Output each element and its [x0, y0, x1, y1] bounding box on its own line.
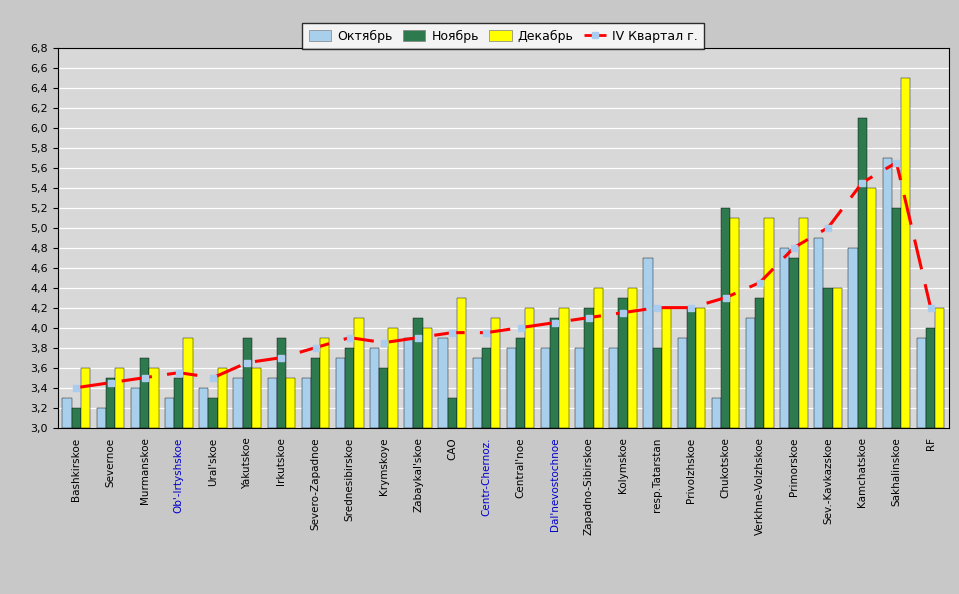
Bar	[526, 308, 534, 428]
Bar	[584, 308, 594, 428]
Bar	[609, 347, 619, 428]
Bar	[867, 188, 877, 428]
Bar	[354, 318, 363, 428]
Bar	[814, 238, 824, 428]
Bar	[448, 397, 456, 428]
Bar	[320, 337, 329, 428]
Bar	[423, 328, 432, 428]
Bar	[481, 347, 491, 428]
Bar	[857, 118, 867, 428]
Bar	[150, 368, 158, 428]
Bar	[72, 407, 81, 428]
Bar	[491, 318, 501, 428]
Bar	[370, 347, 379, 428]
Bar	[575, 347, 584, 428]
Bar	[678, 337, 687, 428]
Bar	[473, 358, 481, 428]
Bar	[764, 217, 774, 428]
Bar	[824, 287, 832, 428]
Bar	[746, 318, 755, 428]
Bar	[696, 308, 705, 428]
Bar	[243, 337, 252, 428]
Bar	[662, 308, 671, 428]
Bar	[935, 308, 945, 428]
Bar	[516, 337, 526, 428]
Bar	[183, 337, 193, 428]
Bar	[730, 217, 739, 428]
Legend: Октябрь, Ноябрь, Декабрь, IV Квартал г.: Октябрь, Ноябрь, Декабрь, IV Квартал г.	[302, 23, 705, 49]
Bar	[81, 368, 90, 428]
Bar	[721, 207, 730, 428]
Bar	[628, 287, 637, 428]
Bar	[789, 258, 799, 428]
Bar	[799, 217, 807, 428]
Bar	[218, 368, 227, 428]
Bar	[456, 298, 466, 428]
Bar	[926, 328, 935, 428]
Bar	[165, 397, 175, 428]
Bar	[901, 78, 910, 428]
Bar	[559, 308, 569, 428]
Bar	[105, 378, 115, 428]
Bar	[286, 378, 295, 428]
Bar	[311, 358, 320, 428]
Bar	[619, 298, 628, 428]
Bar	[62, 397, 72, 428]
Bar	[541, 347, 550, 428]
Bar	[653, 347, 662, 428]
Bar	[199, 388, 208, 428]
Bar	[594, 287, 603, 428]
Bar	[97, 407, 105, 428]
Bar	[849, 248, 857, 428]
Bar	[130, 388, 140, 428]
Bar	[175, 378, 183, 428]
Bar	[233, 378, 243, 428]
Bar	[643, 258, 653, 428]
Bar	[550, 318, 559, 428]
Bar	[345, 347, 354, 428]
Bar	[755, 298, 764, 428]
Bar	[302, 378, 311, 428]
Bar	[413, 318, 423, 428]
Bar	[252, 368, 261, 428]
Bar	[336, 358, 345, 428]
Bar	[506, 347, 516, 428]
Bar	[780, 248, 789, 428]
Bar	[917, 337, 926, 428]
Bar	[712, 397, 721, 428]
Bar	[268, 378, 277, 428]
Bar	[208, 397, 218, 428]
Bar	[404, 337, 413, 428]
Bar	[832, 287, 842, 428]
Bar	[882, 157, 892, 428]
Bar	[115, 368, 125, 428]
Bar	[388, 328, 398, 428]
Bar	[687, 308, 696, 428]
Bar	[140, 358, 150, 428]
Bar	[892, 207, 901, 428]
Bar	[277, 337, 286, 428]
Bar	[438, 337, 448, 428]
Bar	[379, 368, 388, 428]
